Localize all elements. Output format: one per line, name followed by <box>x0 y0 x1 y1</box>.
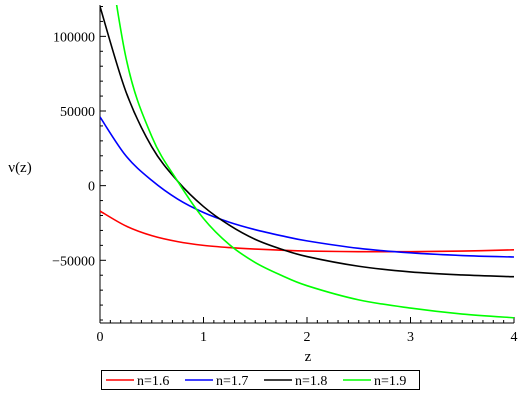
x-tick-label: 3 <box>407 330 414 345</box>
x-tick-label: 0 <box>97 330 104 345</box>
y-tick-label: 100000 <box>53 30 95 45</box>
series-line-n=1.6 <box>100 210 514 253</box>
series-line-n=1.9 <box>115 5 514 319</box>
tick-labels: 0 1 2 3 4 100000 50000 0 −50000 <box>52 30 517 345</box>
axes <box>99 5 515 324</box>
y-axis-label: ν(z) <box>8 160 31 176</box>
legend-label: n=1.8 <box>295 374 327 389</box>
x-axis-label: z <box>305 349 312 365</box>
series-line-n=1.7 <box>100 116 514 258</box>
legend-label: n=1.6 <box>137 374 169 389</box>
legend-box <box>101 370 420 390</box>
y-tick-label: 0 <box>88 180 95 195</box>
series-lines <box>100 5 514 319</box>
x-tick-label: 1 <box>200 330 207 345</box>
x-tick-label: 2 <box>304 330 311 345</box>
y-tick-label: 50000 <box>60 105 95 120</box>
x-tick-label: 4 <box>511 330 518 345</box>
legend: n=1.6 n=1.7 n=1.8 n=1.9 <box>101 370 420 390</box>
legend-label: n=1.7 <box>216 374 248 389</box>
series-line-n=1.8 <box>100 6 514 278</box>
y-tick-label: −50000 <box>52 254 95 269</box>
legend-label: n=1.9 <box>374 374 406 389</box>
